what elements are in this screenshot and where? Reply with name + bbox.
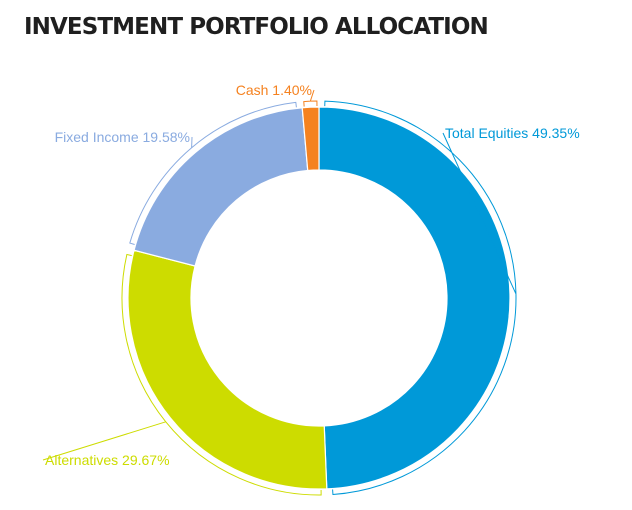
leader-line-alternatives — [42, 253, 322, 496]
slice-labels-layer: Total Equities 49.35% Alternatives 29.67%… — [45, 82, 580, 468]
leader-line-fixed-income — [129, 101, 297, 245]
leader-lines-layer — [42, 89, 517, 496]
slice-total-equities — [318, 106, 511, 490]
slice-label-fixed-income: Fixed Income 19.58% — [55, 129, 190, 145]
chart-title: INVESTMENT PORTFOLIO ALLOCATION — [24, 14, 489, 40]
slice-alternatives — [127, 249, 328, 490]
leader-line-cash — [303, 89, 318, 107]
slice-label-cash: Cash 1.40% — [236, 82, 312, 98]
slices-layer — [127, 106, 511, 490]
slice-label-alternatives: Alternatives 29.67% — [45, 452, 170, 468]
slice-cash — [301, 106, 320, 172]
slice-label-total-equities: Total Equities 49.35% — [445, 125, 580, 141]
leader-line-total-equities — [324, 100, 517, 496]
